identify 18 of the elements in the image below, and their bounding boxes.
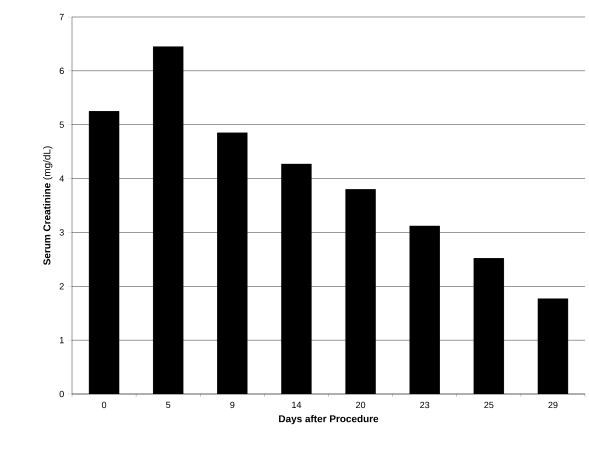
x-tick-label: 29 xyxy=(548,402,558,408)
x-tick-label: 25 xyxy=(484,402,494,408)
y-tick-label: 0 xyxy=(60,390,64,398)
y-tick-label: 4 xyxy=(59,175,64,182)
x-tick-label: 14 xyxy=(292,402,302,408)
x-tick-label: 20 xyxy=(356,402,366,408)
x-tick-label: 0 xyxy=(102,402,106,408)
y-tick-label: 2 xyxy=(60,283,64,290)
y-tick-label: 5 xyxy=(60,122,64,128)
x-tick-label: 9 xyxy=(230,402,234,408)
y-tick-label: 1 xyxy=(60,337,64,344)
y-tick-label: 3 xyxy=(60,229,64,236)
x-tick-label: 23 xyxy=(420,402,430,408)
y-tick-label: 7 xyxy=(60,14,64,20)
y-tick-label: 6 xyxy=(60,68,64,74)
y-axis-title: Serum Creatinine (mg/dL) xyxy=(43,146,52,266)
x-tick-label: 5 xyxy=(166,402,170,408)
x-axis-title: Days after Procedure xyxy=(279,414,378,424)
